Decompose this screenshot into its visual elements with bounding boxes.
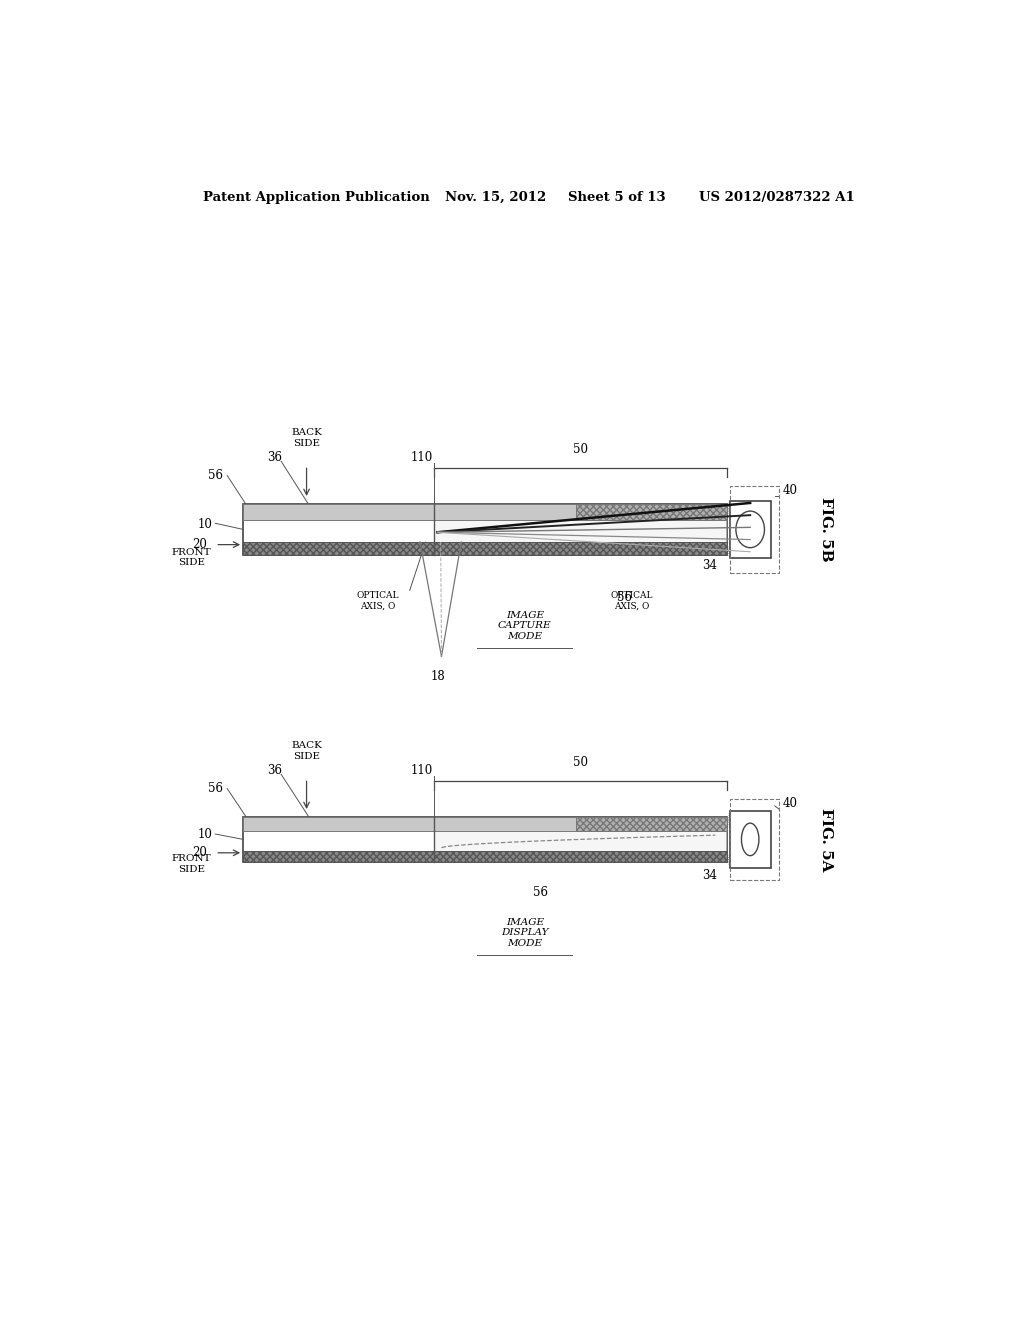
Text: 10: 10: [198, 829, 212, 841]
Text: IMAGE
CAPTURE
MODE: IMAGE CAPTURE MODE: [498, 611, 552, 640]
Bar: [243, 543, 727, 554]
Circle shape: [736, 511, 765, 548]
Text: FRONT
SIDE: FRONT SIDE: [172, 548, 211, 568]
Bar: [433, 832, 727, 850]
Bar: [729, 500, 771, 558]
Text: 40: 40: [782, 484, 798, 498]
Text: 20: 20: [191, 846, 207, 859]
Text: OPTICAL
AXIS, O: OPTICAL AXIS, O: [610, 591, 653, 610]
Bar: [577, 817, 727, 832]
Text: 20: 20: [191, 539, 207, 552]
Text: BACK
SIDE: BACK SIDE: [291, 742, 322, 760]
Bar: [729, 486, 779, 573]
Text: US 2012/0287322 A1: US 2012/0287322 A1: [699, 190, 855, 203]
Bar: [243, 817, 727, 862]
Bar: [243, 504, 727, 554]
Text: 36: 36: [267, 764, 283, 776]
Bar: [433, 520, 727, 543]
Text: Sheet 5 of 13: Sheet 5 of 13: [568, 190, 666, 203]
Bar: [729, 810, 771, 867]
Text: 36: 36: [267, 450, 283, 463]
Bar: [243, 504, 727, 520]
Text: 10: 10: [198, 517, 212, 531]
Bar: [243, 817, 727, 832]
Text: 34: 34: [702, 560, 717, 573]
Text: 56: 56: [616, 591, 632, 605]
Ellipse shape: [741, 824, 759, 855]
Text: 50: 50: [572, 756, 588, 770]
Bar: [577, 504, 727, 520]
Text: 40: 40: [782, 797, 798, 810]
Text: IMAGE
DISPLAY
MODE: IMAGE DISPLAY MODE: [501, 917, 549, 948]
Bar: [729, 799, 779, 880]
Text: OPTICAL
AXIS, O: OPTICAL AXIS, O: [356, 591, 399, 610]
Text: 56: 56: [208, 469, 223, 482]
Text: 34: 34: [702, 870, 717, 883]
Text: 110: 110: [411, 764, 433, 776]
Bar: [243, 850, 727, 862]
Text: Patent Application Publication: Patent Application Publication: [204, 190, 430, 203]
Text: 50: 50: [572, 444, 588, 457]
Text: FIG. 5A: FIG. 5A: [819, 808, 834, 871]
Text: FRONT
SIDE: FRONT SIDE: [172, 854, 211, 874]
Text: FIG. 5B: FIG. 5B: [819, 498, 834, 562]
Text: 56: 56: [208, 781, 223, 795]
Text: BACK
SIDE: BACK SIDE: [291, 428, 322, 447]
Text: Nov. 15, 2012: Nov. 15, 2012: [445, 190, 547, 203]
Text: 56: 56: [534, 886, 548, 899]
Text: 110: 110: [411, 450, 433, 463]
Text: 18: 18: [430, 671, 444, 684]
